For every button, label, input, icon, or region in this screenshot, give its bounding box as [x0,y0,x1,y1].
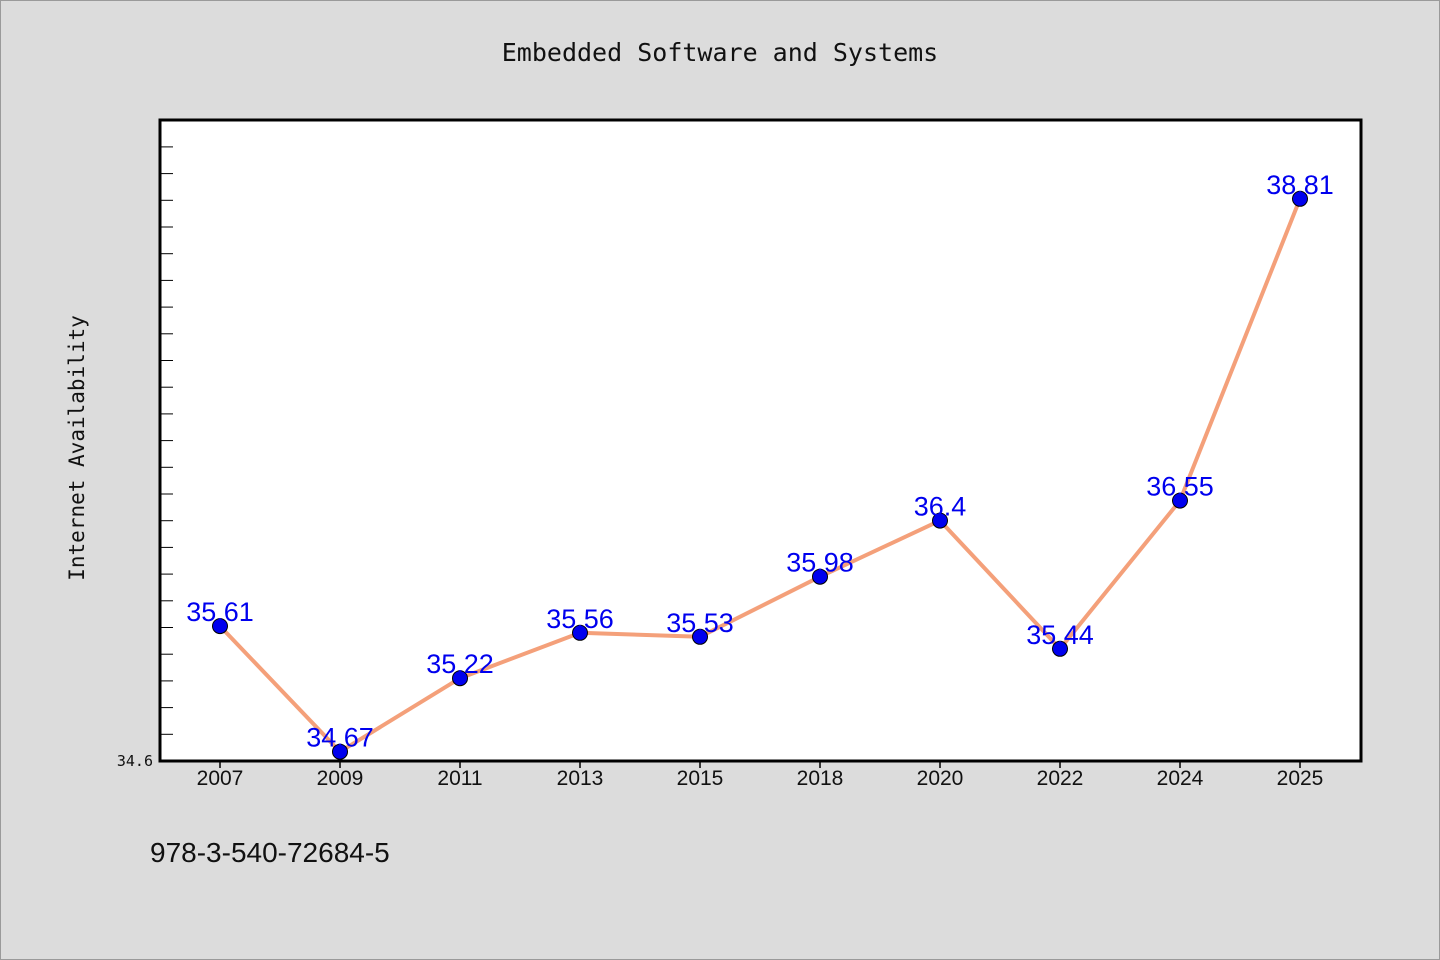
data-point [572,624,588,641]
data-point [1052,640,1068,657]
y-axis-ticks [160,146,173,735]
x-tick-label: 2011 [437,767,482,790]
data-point [1172,492,1188,509]
data-label: 35.98 [786,548,854,578]
x-tick-label: 2025 [1277,767,1324,790]
data-label: 35.53 [666,608,734,638]
data-labels: 35.61 34.67 35.22 35.56 35.53 35.98 36.4 35.44 3… [186,170,1334,753]
x-tick-label: 2018 [797,767,844,790]
isbn-note: 978-3-540-72684-5 [150,837,390,868]
data-point [1292,190,1308,207]
data-point [812,568,828,585]
x-axis-ticks [219,761,1301,768]
x-axis-tick-labels: 2007 2009 2011 2013 2015 2018 2020 2022 2024 2025 [197,767,1324,790]
plot-area [158,118,1363,763]
x-tick-label: 2022 [1037,767,1084,790]
data-point [452,670,468,687]
data-point [332,743,348,760]
data-label: 35.22 [426,649,494,679]
data-label: 35.61 [186,597,254,627]
data-label: 38.81 [1266,170,1334,200]
series-line [218,198,1302,754]
x-tick-label: 2009 [317,767,364,790]
x-tick-label: 2013 [557,767,604,790]
data-point [212,618,228,635]
series-lines [218,198,1302,754]
data-label: 35.44 [1026,620,1094,650]
data-point [692,628,708,645]
y-axis-label: Internet Availability [65,315,89,581]
x-tick-label: 2007 [197,767,244,790]
data-label: 35.56 [546,604,614,634]
data-label: 36.4 [914,492,967,522]
x-tick-label: 2020 [917,767,964,790]
y-axis-min-label: 34.6 [117,752,153,770]
x-tick-label: 2015 [677,767,724,790]
data-label: 36.55 [1146,472,1214,502]
data-point [932,512,948,529]
data-label: 34.67 [306,723,374,753]
chart-title: Embedded Software and Systems [502,38,939,67]
x-tick-label: 2024 [1157,767,1204,790]
series-markers [212,190,1308,760]
